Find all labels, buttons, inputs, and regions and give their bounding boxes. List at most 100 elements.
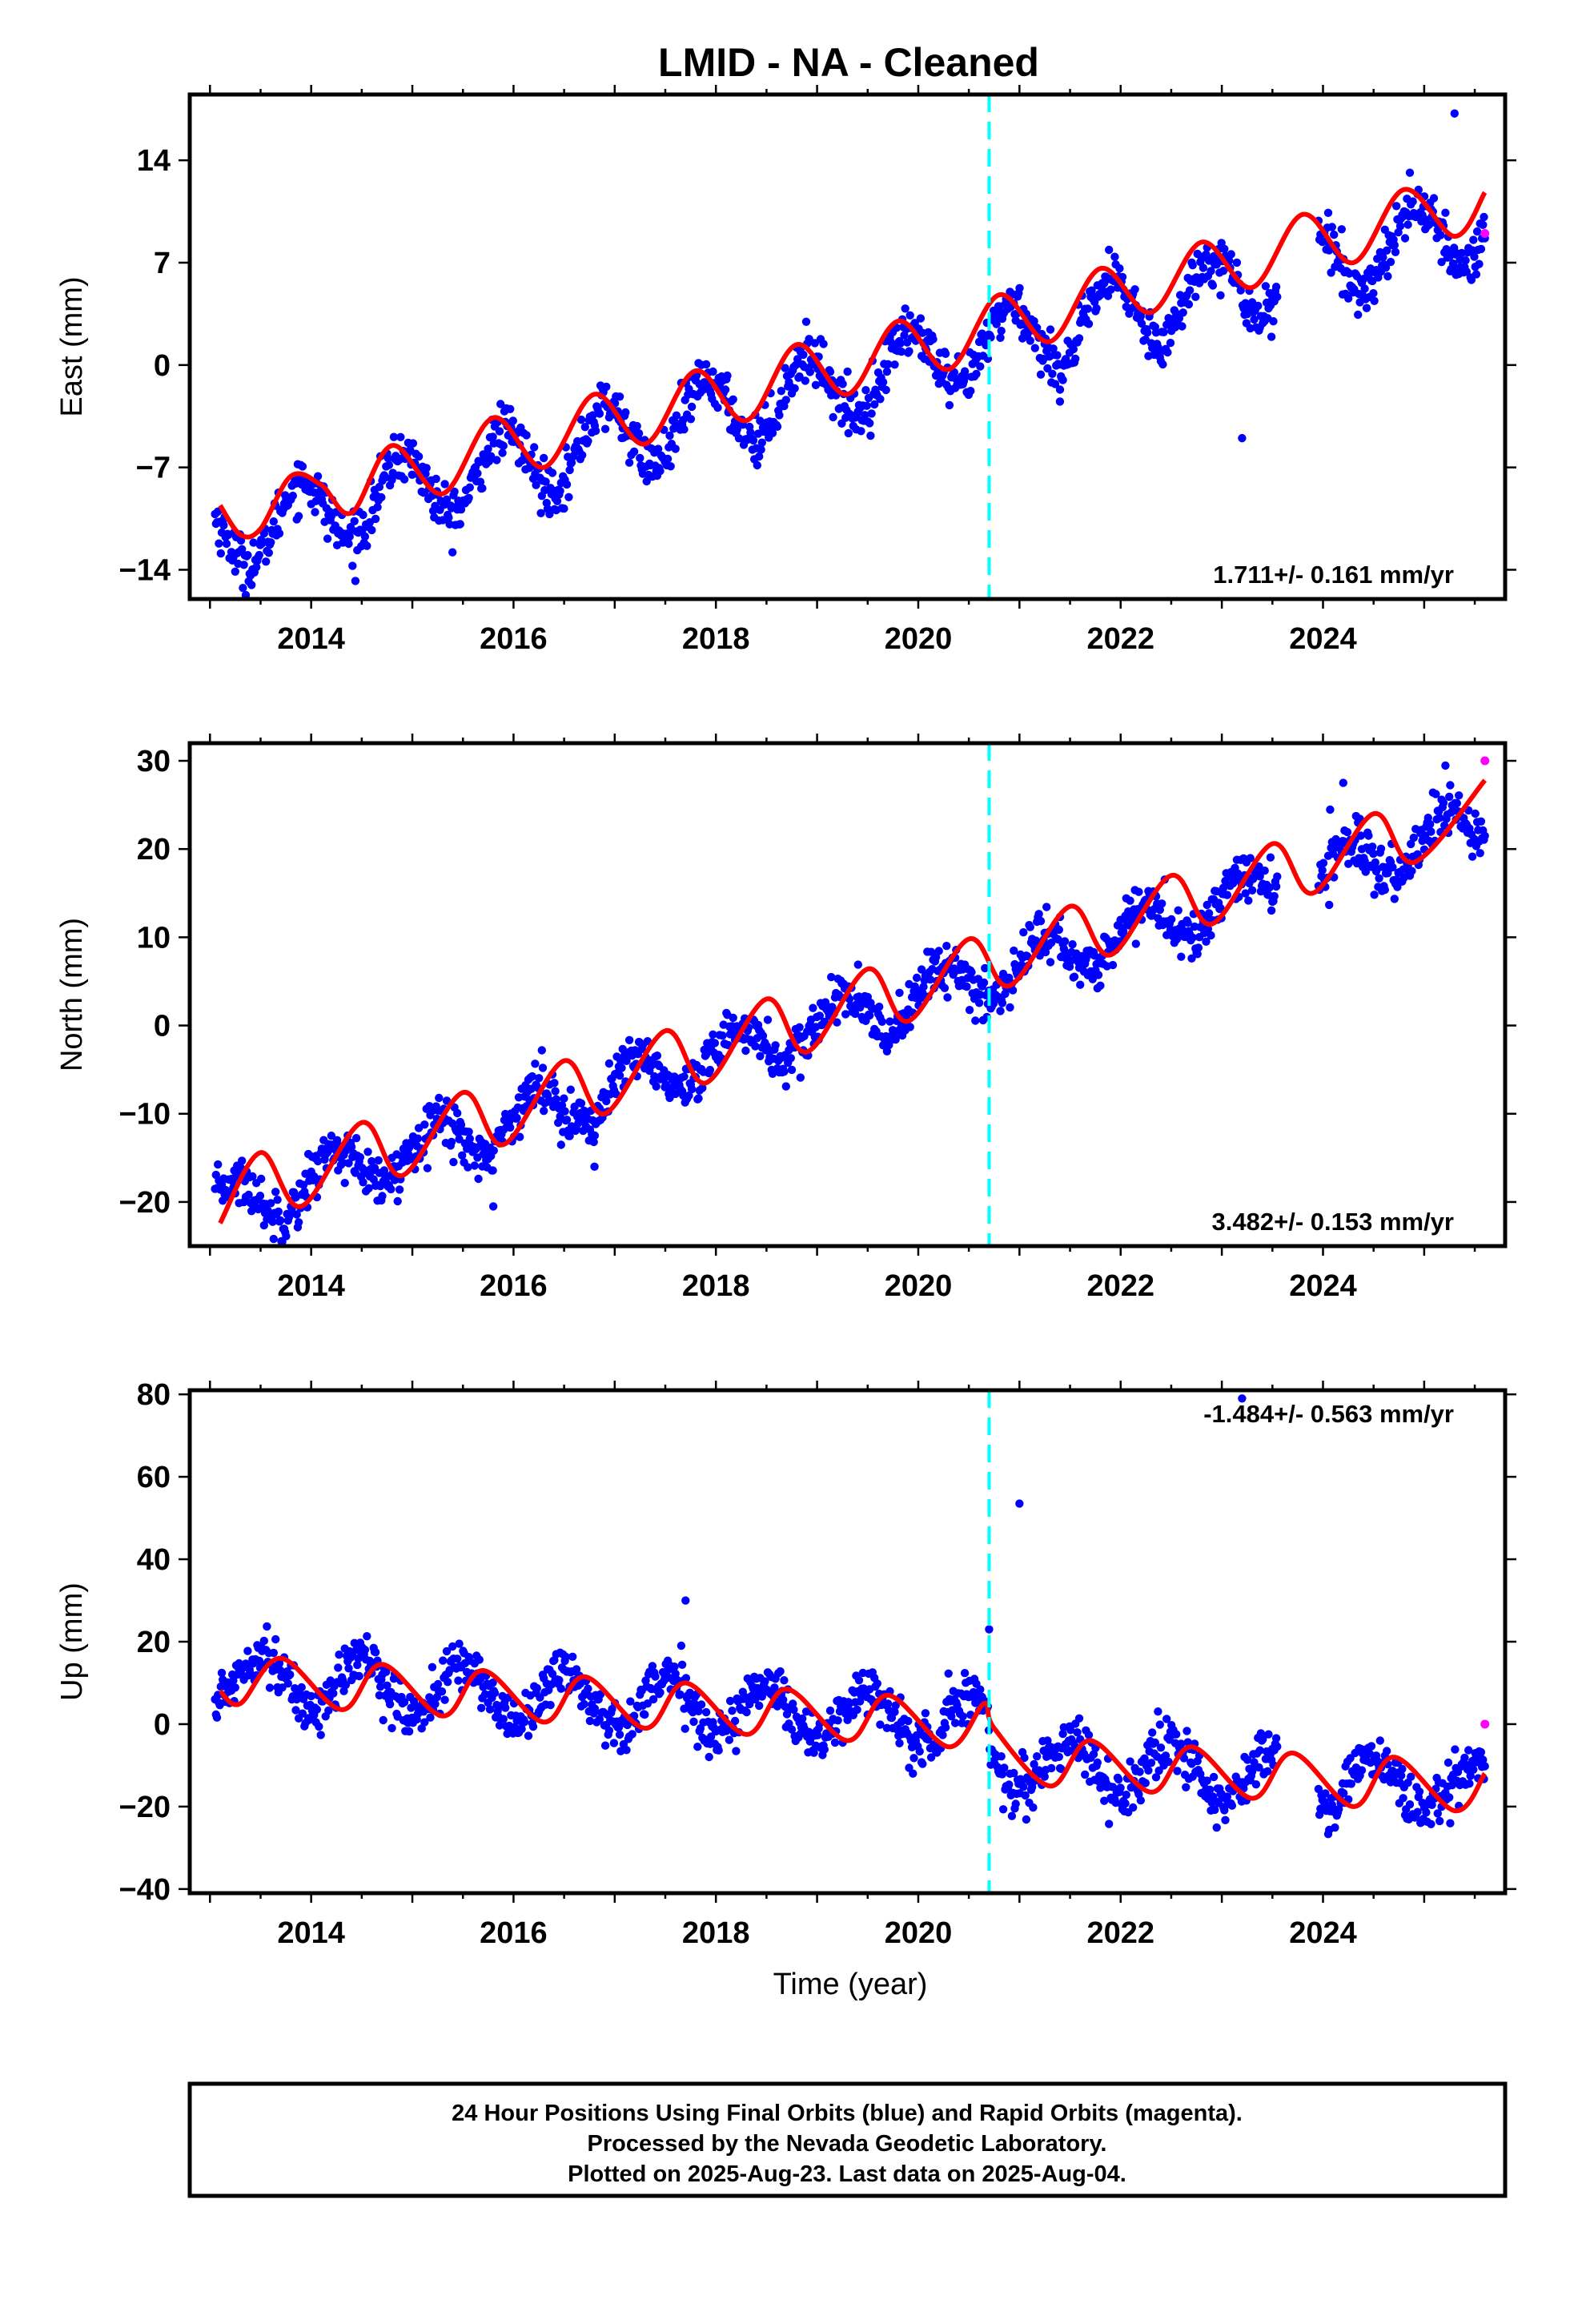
north-point bbox=[1319, 858, 1328, 867]
east-point bbox=[222, 539, 231, 549]
east-point bbox=[1344, 294, 1353, 303]
up-point bbox=[1339, 1789, 1348, 1798]
east-point bbox=[344, 539, 353, 549]
north-point bbox=[1010, 946, 1018, 955]
up-point bbox=[1264, 1730, 1273, 1739]
up-rate-label: -1.484+/- 0.563 mm/yr bbox=[1203, 1400, 1454, 1428]
north-point bbox=[435, 1093, 444, 1103]
north-point bbox=[1134, 887, 1143, 896]
up-point bbox=[856, 1697, 865, 1706]
up-outlier-point bbox=[1238, 1394, 1247, 1403]
north-y-tick-label: −10 bbox=[119, 1098, 171, 1132]
up-point bbox=[604, 1726, 614, 1735]
north-point bbox=[1183, 919, 1192, 927]
up-point bbox=[444, 1678, 452, 1687]
east-point bbox=[476, 477, 485, 486]
north-point bbox=[294, 1218, 303, 1227]
north-y-axis-label: North (mm) bbox=[55, 918, 89, 1072]
north-point bbox=[1380, 885, 1390, 895]
north-point bbox=[1187, 954, 1196, 963]
up-point bbox=[1066, 1726, 1075, 1735]
east-point bbox=[1394, 227, 1403, 237]
north-point bbox=[652, 1051, 662, 1060]
up-point bbox=[693, 1743, 702, 1751]
north-point bbox=[934, 947, 943, 955]
north-y-tick-label: 20 bbox=[137, 833, 171, 866]
east-outlier-point bbox=[1238, 433, 1247, 443]
up-point bbox=[488, 1679, 497, 1687]
east-point bbox=[345, 532, 354, 541]
north-point bbox=[1174, 906, 1182, 915]
north-point bbox=[1036, 917, 1046, 926]
up-point bbox=[1047, 1763, 1056, 1773]
east-point bbox=[569, 452, 578, 460]
east-point bbox=[1354, 310, 1363, 320]
north-point bbox=[359, 1178, 367, 1187]
up-point bbox=[798, 1714, 807, 1723]
up-point bbox=[1263, 1767, 1272, 1775]
north-point bbox=[267, 1199, 275, 1208]
up-point bbox=[757, 1692, 766, 1701]
north-point bbox=[537, 1046, 546, 1055]
north-point bbox=[1452, 798, 1462, 808]
east-point bbox=[498, 448, 507, 457]
east-point bbox=[1254, 301, 1263, 311]
east-point bbox=[1436, 231, 1445, 239]
up-point bbox=[873, 1679, 882, 1688]
up-point bbox=[1136, 1796, 1146, 1805]
up-y-tick-label: −40 bbox=[119, 1873, 171, 1907]
north-point bbox=[891, 1035, 900, 1044]
north-point bbox=[344, 1159, 353, 1168]
up-y-tick-label: 40 bbox=[137, 1543, 171, 1577]
north-point bbox=[1096, 981, 1105, 991]
north-point bbox=[967, 967, 976, 977]
north-point bbox=[560, 1107, 569, 1116]
east-point bbox=[359, 510, 367, 520]
north-point bbox=[238, 1156, 247, 1165]
up-point bbox=[263, 1622, 271, 1631]
east-point bbox=[387, 476, 396, 485]
east-point bbox=[350, 517, 359, 525]
east-point bbox=[775, 411, 784, 420]
up-point bbox=[732, 1747, 741, 1755]
east-point bbox=[1383, 271, 1392, 281]
north-point bbox=[781, 1082, 790, 1091]
north-point bbox=[1476, 849, 1484, 858]
north-point bbox=[875, 1003, 884, 1011]
north-point bbox=[363, 1148, 372, 1156]
north-point bbox=[1364, 831, 1373, 840]
north-point bbox=[612, 1089, 620, 1099]
east-point bbox=[1074, 334, 1084, 343]
up-point bbox=[316, 1731, 325, 1739]
up-point bbox=[480, 1690, 490, 1699]
east-point bbox=[576, 415, 586, 424]
north-point bbox=[590, 1131, 600, 1140]
east-point bbox=[941, 349, 950, 358]
north-point bbox=[1034, 910, 1043, 919]
up-point bbox=[400, 1698, 409, 1707]
north-point bbox=[465, 1134, 474, 1144]
east-point bbox=[384, 460, 394, 469]
east-point bbox=[753, 460, 761, 470]
north-point bbox=[552, 1095, 560, 1104]
north-point bbox=[340, 1179, 349, 1188]
up-point bbox=[291, 1706, 300, 1715]
north-point bbox=[763, 1015, 773, 1024]
up-point bbox=[958, 1712, 967, 1721]
up-y-tick-label: 20 bbox=[137, 1626, 171, 1659]
up-point bbox=[278, 1683, 287, 1692]
east-point bbox=[1069, 344, 1078, 354]
up-point bbox=[1422, 1808, 1431, 1817]
north-point bbox=[1041, 947, 1050, 957]
north-point bbox=[694, 1094, 703, 1103]
north-point bbox=[1088, 975, 1098, 983]
east-point bbox=[1269, 317, 1278, 326]
north-point bbox=[556, 1140, 565, 1149]
north-point bbox=[604, 1059, 614, 1068]
up-point bbox=[1271, 1734, 1281, 1743]
east-point bbox=[1208, 281, 1218, 290]
up-point bbox=[895, 1739, 904, 1747]
east-point bbox=[653, 444, 663, 453]
up-point bbox=[1105, 1819, 1114, 1828]
up-point bbox=[742, 1707, 751, 1717]
